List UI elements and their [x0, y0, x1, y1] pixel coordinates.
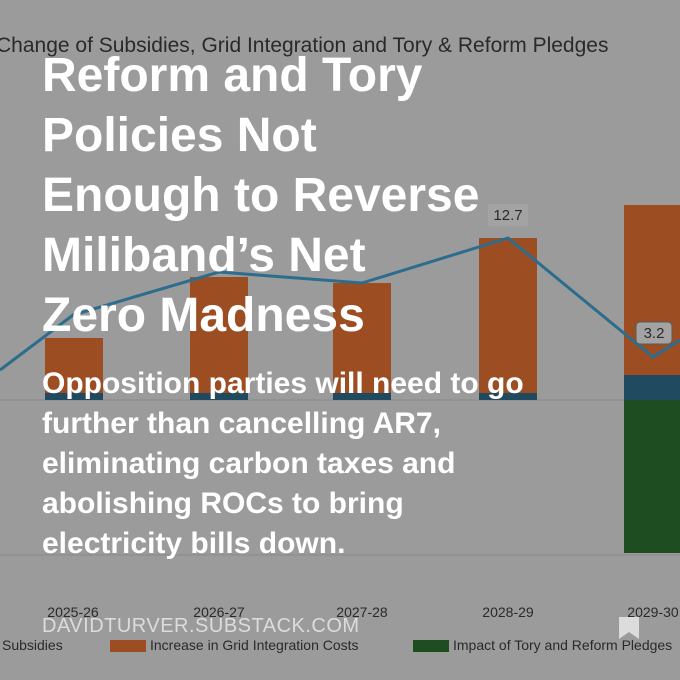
bar: [624, 375, 680, 400]
x-tick-label: 2029-30: [627, 604, 679, 620]
post-title: Reform and Tory Policies Not Enough to Rev…: [42, 46, 479, 346]
bar: [479, 393, 537, 400]
subtitle-line: electricity bills down.: [42, 527, 346, 560]
subtitle-line: abolishing ROCs to bring: [42, 487, 404, 520]
subtitle-line: eliminating carbon taxes and: [42, 447, 456, 480]
bar: [624, 400, 680, 553]
x-tick-label: 2027-28: [336, 604, 388, 620]
bar: [479, 238, 537, 393]
site-name: DAVIDTURVER.SUBSTACK.COM: [42, 615, 360, 637]
post-subtitle: Opposition parties will need to go furthe…: [42, 364, 524, 564]
bar: [333, 393, 391, 400]
value-label: 3.2: [644, 325, 665, 342]
bookmark-icon: [619, 617, 639, 639]
title-line: Miliband’s Net: [42, 229, 366, 282]
bar: [45, 393, 103, 400]
x-tick-label: 2028-29: [482, 604, 534, 620]
x-tick-label: 2026-27: [193, 604, 245, 620]
legend-swatch: [110, 640, 146, 652]
legend-label: Increase in Grid Integration Costs: [150, 637, 359, 653]
legend: Subsidies Increase in Grid Integration C…: [2, 637, 672, 653]
subtitle-line: Opposition parties will need to go: [42, 367, 524, 400]
bar: [190, 393, 248, 400]
legend-label: Subsidies: [2, 637, 63, 653]
chart-title: Change of Subsidies, Grid Integration an…: [0, 34, 608, 57]
title-line: Zero Madness: [42, 289, 365, 342]
legend-label: Impact of Tory and Reform Pledges: [453, 637, 672, 653]
line: [0, 236, 680, 372]
subtitle-line: further than cancelling AR7,: [42, 407, 441, 440]
legend-swatch: [413, 640, 449, 652]
x-axis: 2025-26 2026-27 2027-28 2028-29 2029-30: [47, 604, 679, 620]
bar: [333, 283, 391, 393]
label-box: [488, 204, 528, 226]
bar: [190, 277, 248, 393]
bar: [45, 338, 103, 393]
title-line: Enough to Reverse: [42, 169, 480, 222]
label-box: [635, 321, 673, 345]
bars: [45, 205, 680, 553]
value-label: 12.7: [493, 207, 522, 224]
x-tick-label: 2025-26: [47, 604, 99, 620]
title-line: Reform and Tory: [42, 49, 423, 102]
bar: [624, 205, 680, 375]
title-line: Policies Not: [42, 109, 317, 162]
